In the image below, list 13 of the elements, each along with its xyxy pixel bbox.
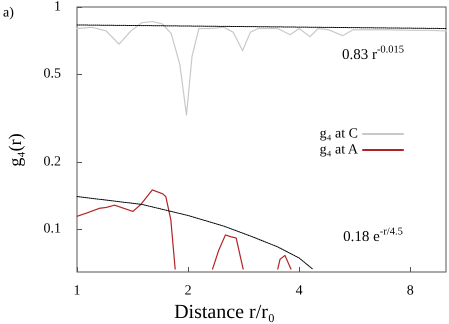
x-tick-label: 2	[184, 284, 192, 298]
x-tick-label: 1	[74, 284, 80, 298]
y-tick-label: 1	[54, 0, 61, 14]
y-tick-label: 0.5	[44, 66, 61, 82]
x-tick-label: 8	[406, 284, 414, 298]
legend-label: g₄ at A	[320, 142, 359, 158]
legend-label: g₄ at C	[320, 126, 358, 142]
text: a)	[3, 6, 14, 20]
y-tick-label: 0.1	[44, 221, 61, 236]
x-tick-label: 4	[296, 284, 303, 298]
y-tick-label: 0.2	[44, 154, 61, 170]
y-axis-title: g₄(r)	[5, 133, 25, 167]
x-axis-title: Distance r/r₀	[174, 301, 275, 323]
